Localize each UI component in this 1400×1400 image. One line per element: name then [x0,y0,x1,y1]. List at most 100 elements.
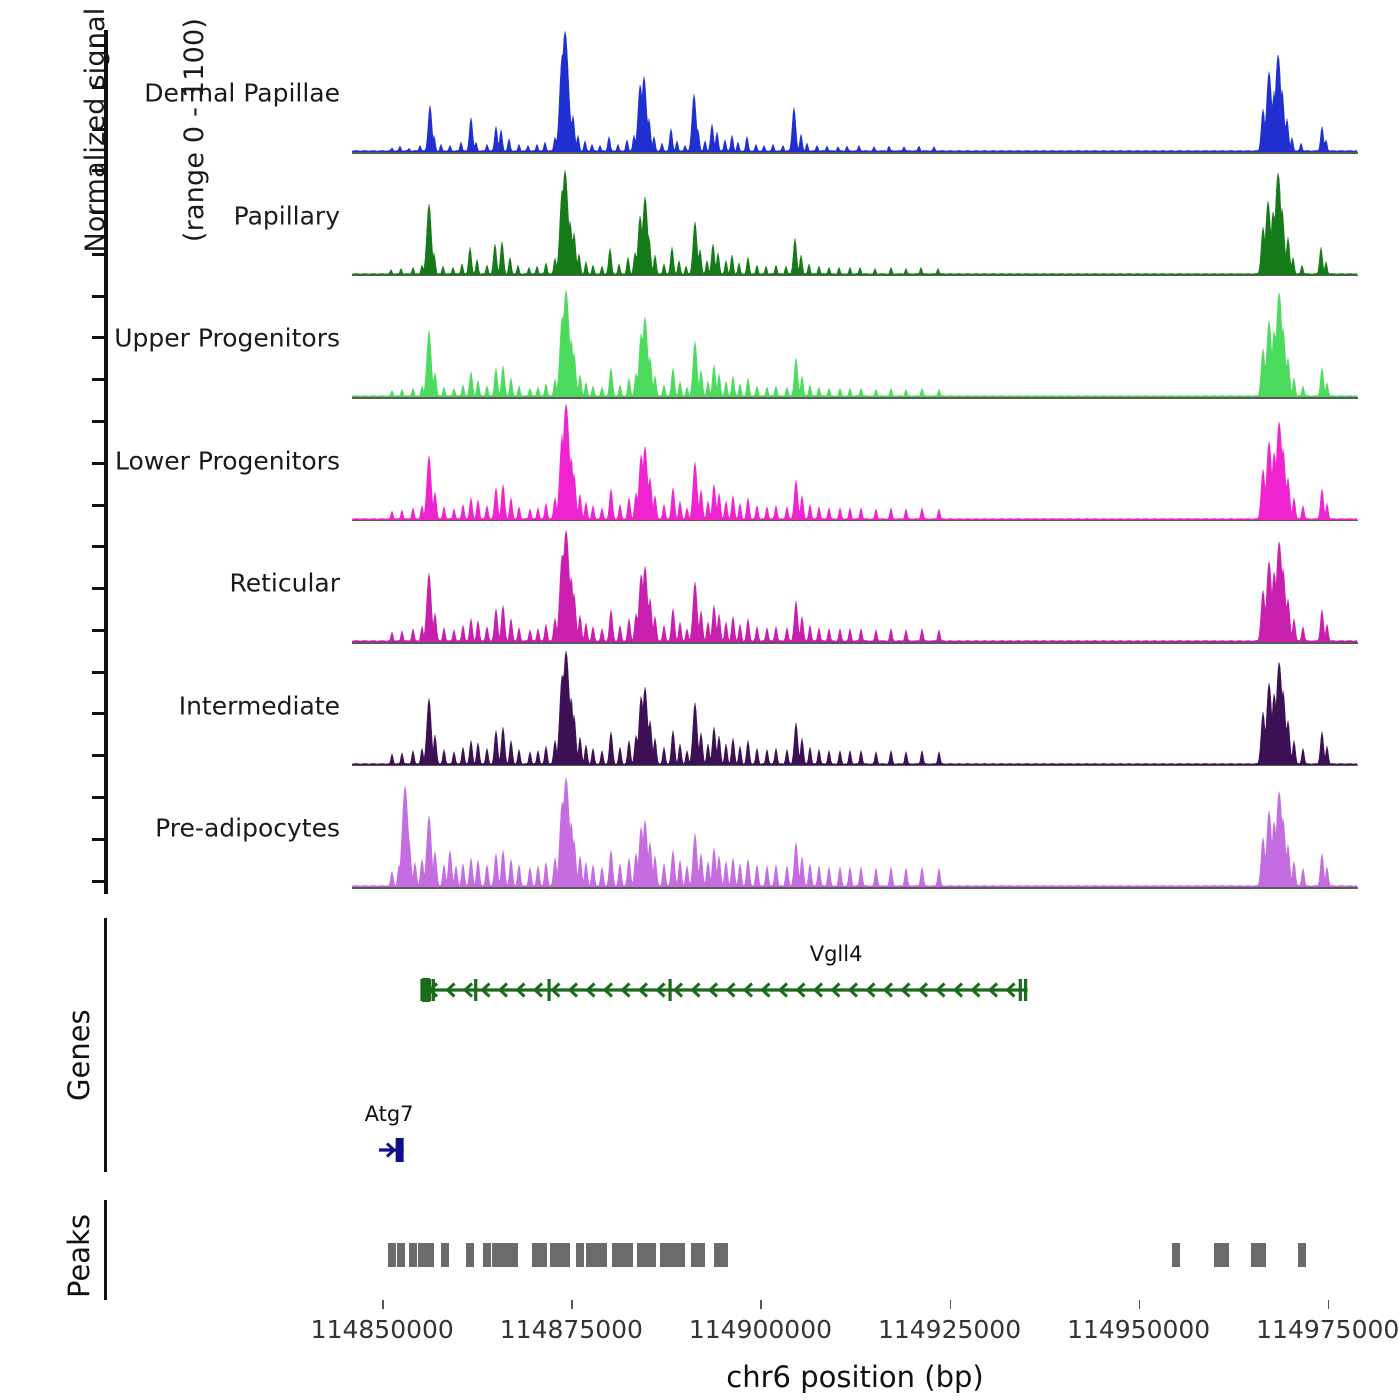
signal-axis-tick [92,44,104,47]
signal-track-intermediate [352,643,1358,765]
signal-axis-tick [92,754,104,758]
signal-axis-tick [92,294,104,298]
signal-axis-tick [92,461,104,465]
peak-mark[interactable] [549,1243,558,1267]
signal-axis-tick [92,127,104,131]
track-label-reticular: Reticular [229,568,340,598]
peak-mark[interactable] [441,1243,450,1267]
peak-mark[interactable] [562,1243,571,1267]
peak-mark[interactable] [531,1243,540,1267]
signal-axis-tick [92,545,104,549]
peak-mark[interactable] [593,1243,602,1267]
peak-mark[interactable] [624,1243,633,1267]
signal-track-baseline [352,642,1358,644]
track-label-papillary: Papillary [233,201,340,231]
peak-mark[interactable] [465,1243,474,1267]
xaxis-tick [1138,1300,1141,1309]
signal-axis-tick [92,85,104,89]
track-label-pre-adipocytes: Pre-adipocytes [155,813,340,843]
peak-mark[interactable] [504,1243,513,1267]
peak-mark[interactable] [409,1243,418,1267]
xaxis-tick-label: 114975000 [1256,1315,1400,1344]
peak-mark[interactable] [1172,1243,1181,1267]
peak-mark[interactable] [671,1243,680,1267]
xaxis-tick [949,1300,952,1309]
signal-axis-tick [92,211,104,215]
gene-label-atg7: Atg7 [364,1102,414,1126]
xaxis-tick-label: 114950000 [1067,1315,1211,1344]
peak-mark[interactable] [1251,1243,1260,1267]
peak-mark[interactable] [483,1243,492,1267]
signal-track-dermal-papillae [352,30,1358,152]
peak-mark[interactable] [647,1243,656,1267]
signal-axis-tick [92,587,104,591]
signal-axis-tick [92,252,104,256]
signal-axis-tick [92,378,104,382]
signal-track-baseline [352,519,1358,521]
signal-axis-tick [92,795,104,799]
signal-axis-tick [92,503,104,507]
signal-axis-tick [92,419,104,423]
peak-mark[interactable] [677,1243,686,1267]
xaxis-tick-label: 114850000 [310,1315,454,1344]
xaxis-tick [1327,1300,1330,1309]
signal-track-baseline [352,887,1358,889]
peak-mark[interactable] [714,1243,723,1267]
peak-mark[interactable] [691,1243,700,1267]
signal-axis-tick [92,670,104,674]
peak-mark[interactable] [397,1243,406,1267]
peak-mark[interactable] [1298,1243,1307,1267]
xaxis-tick [382,1300,384,1309]
peak-mark[interactable] [1257,1243,1266,1267]
peak-mark[interactable] [697,1243,706,1267]
peak-mark[interactable] [1220,1243,1229,1267]
peak-mark[interactable] [642,1243,651,1267]
signal-track-baseline [352,152,1358,154]
signal-axis-tick [92,712,104,716]
peak-mark[interactable] [556,1243,564,1267]
peak-mark[interactable] [618,1243,627,1267]
peak-mark[interactable] [575,1243,584,1267]
signal-track-lower-progenitors [352,398,1358,520]
peak-mark[interactable] [586,1243,595,1267]
peak-mark[interactable] [660,1243,669,1267]
signal-track-baseline [352,397,1358,399]
peak-mark[interactable] [509,1243,518,1267]
xaxis-tick-label: 114900000 [688,1315,833,1344]
signal-axis-tick [92,628,104,632]
xaxis-title: chr6 position (bp) [726,1360,984,1394]
xaxis-tick [571,1300,573,1309]
peak-mark[interactable] [599,1243,608,1267]
signal-track-papillary [352,153,1358,275]
peak-mark[interactable] [666,1243,675,1267]
xaxis-tick-label: 114925000 [877,1315,1022,1344]
peak-mark[interactable] [720,1243,729,1267]
peak-mark[interactable] [388,1243,397,1267]
signal-axis-tick [92,336,104,340]
signal-track-baseline [352,274,1358,276]
track-label-lower-progenitors: Lower Progenitors [115,446,340,476]
peak-mark[interactable] [611,1243,620,1267]
peaks-axis-spine [104,1200,107,1300]
peak-mark[interactable] [1214,1243,1223,1267]
track-label-upper-progenitors: Upper Progenitors [114,323,340,353]
track-label-intermediate: Intermediate [178,691,340,721]
signal-track-reticular [352,520,1358,642]
signal-axis-tick [92,169,104,173]
peak-mark[interactable] [417,1243,426,1267]
signal-axis-tick [92,837,104,841]
signal-track-baseline [352,764,1358,766]
gene-label-vgll4: Vgll4 [809,942,863,966]
peak-mark[interactable] [425,1243,434,1267]
peak-mark[interactable] [636,1243,645,1267]
peak-mark[interactable] [498,1243,507,1267]
signal-track-upper-progenitors [352,275,1358,397]
peak-mark[interactable] [538,1243,547,1267]
gene-vgll4[interactable] [416,972,1034,1008]
gene-atg7[interactable] [373,1132,410,1168]
track-label-dermal-papillae: Dermal Papillae [144,78,340,108]
signal-track-pre-adipocytes [352,765,1358,887]
peak-mark[interactable] [491,1243,500,1267]
